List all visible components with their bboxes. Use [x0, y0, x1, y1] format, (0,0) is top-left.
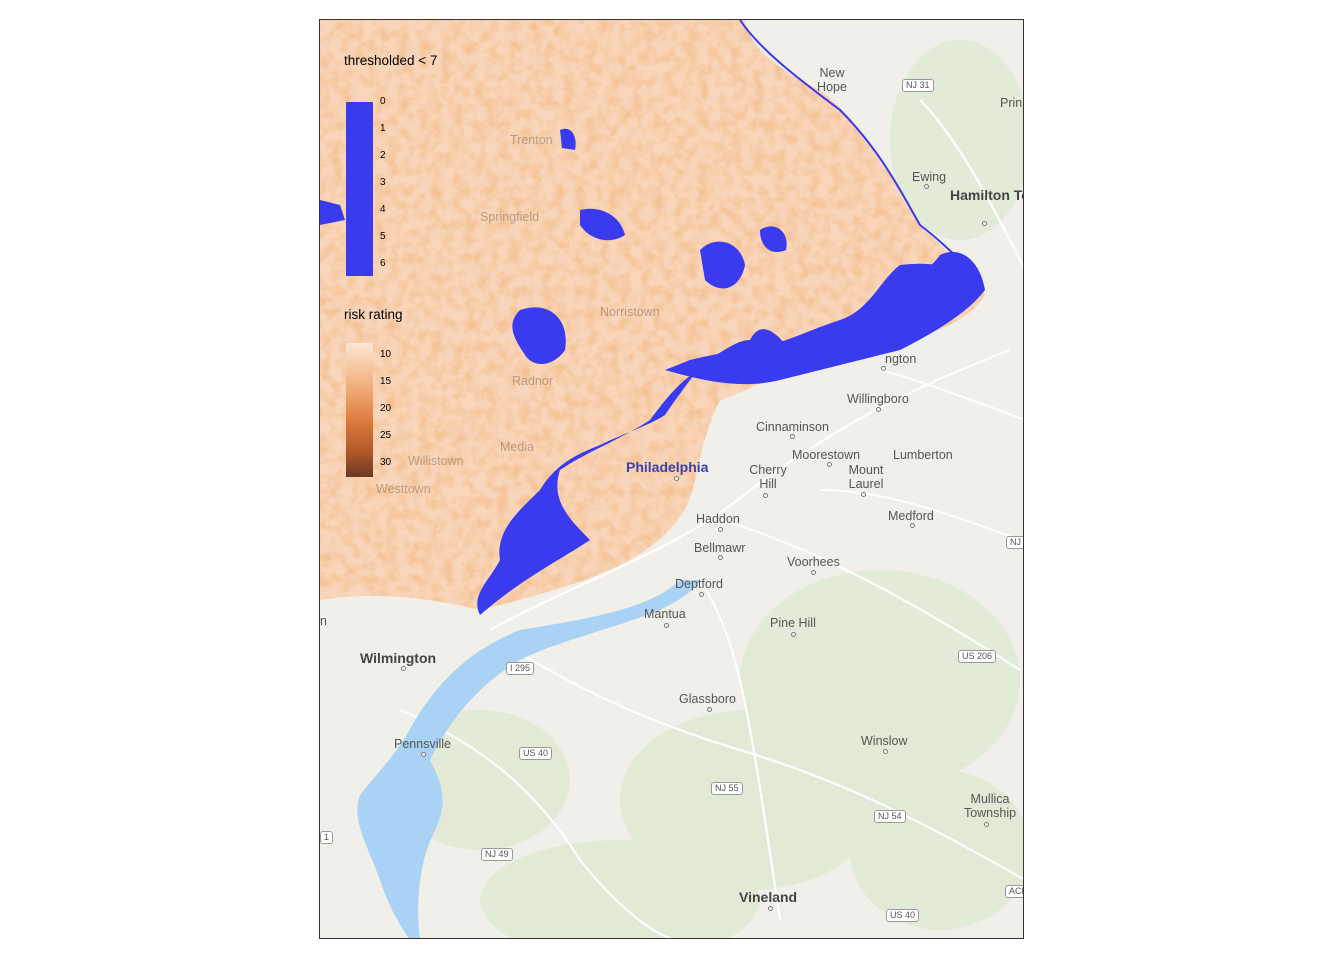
road-shield-ace: ACE — [1005, 885, 1023, 898]
delaware-river-boundary — [739, 20, 981, 281]
risk-legend-colorbar — [346, 343, 373, 477]
place-dot — [811, 570, 816, 575]
road-shield-nj54: NJ 54 — [874, 810, 906, 823]
place-hamilton-township: Hamilton Township — [950, 187, 1023, 203]
place-dot — [401, 666, 406, 671]
risk-legend-tick: 15 — [380, 376, 392, 387]
place-norristown-faint: Norristown — [600, 305, 660, 319]
place-cherry-hill: Cherry Hill — [749, 463, 787, 491]
threshold-legend-colorbar — [346, 102, 373, 276]
road-shield-i295: I 295 — [506, 662, 535, 675]
threshold-legend-tick: 1 — [380, 123, 386, 134]
place-dot — [421, 752, 426, 757]
place-wilmington: Wilmington — [360, 650, 437, 666]
place-dot — [827, 462, 832, 467]
place-haddon: Haddon — [696, 512, 740, 526]
place-pennsville: Pennsville — [394, 737, 451, 751]
road-shield-us40: US 40 — [519, 747, 553, 760]
place-dot — [664, 623, 669, 628]
place-ewing: Ewing — [912, 170, 947, 184]
place-dot — [763, 493, 768, 498]
place-willistown-faint: Willistown — [408, 454, 464, 468]
map-panel[interactable]: Hamilton Township Ewing Prin New Hope ng… — [319, 19, 1024, 939]
threshold-areas — [320, 128, 985, 615]
risk-legend-tick: 10 — [380, 349, 392, 360]
place-moorestown: Moorestown — [792, 448, 861, 462]
place-dot — [718, 555, 723, 560]
threshold-legend-tick: 5 — [380, 231, 386, 242]
threshold-legend-tick: 2 — [380, 150, 386, 161]
place-philadelphia: Philadelphia — [626, 459, 709, 475]
place-westtown-faint: Westtown — [376, 482, 431, 496]
place-winslow: Winslow — [861, 734, 908, 748]
place-cinnaminson: Cinnaminson — [756, 420, 829, 434]
risk-legend-title: risk rating — [344, 307, 403, 322]
place-dot — [699, 592, 704, 597]
place-dot — [707, 707, 712, 712]
place-burlington: ngton — [885, 352, 917, 366]
place-trenton-faint: Trenton — [510, 133, 553, 147]
place-mullica-township: Mullica Township — [963, 792, 1017, 820]
delaware-river — [357, 580, 700, 938]
basemap — [320, 20, 1023, 938]
place-dot — [982, 221, 987, 226]
place-dot — [876, 407, 881, 412]
place-mantua: Mantua — [644, 607, 686, 621]
risk-legend-tick: 25 — [380, 430, 392, 441]
place-dot — [881, 366, 886, 371]
place-dot — [768, 906, 773, 911]
threshold-legend-tick: 4 — [380, 204, 386, 215]
risk-legend-tick: 20 — [380, 403, 392, 414]
place-dot — [718, 527, 723, 532]
place-dot — [883, 749, 888, 754]
place-mount-laurel: Mount Laurel — [848, 463, 884, 491]
road-shield-nj55: NJ 55 — [711, 782, 743, 795]
place-pine-hill: Pine Hill — [770, 616, 816, 630]
place-media-faint: Media — [500, 440, 535, 454]
place-dot — [861, 492, 866, 497]
place-lumberton: Lumberton — [893, 448, 953, 462]
place-partial-n: n — [320, 614, 327, 628]
threshold-legend-tick: 6 — [380, 258, 386, 269]
place-glassboro: Glassboro — [679, 692, 736, 706]
place-new-hope: New Hope — [817, 66, 847, 94]
road-shield-us40-south: US 40 — [886, 909, 920, 922]
place-deptford: Deptford — [675, 577, 723, 591]
place-voorhees: Voorhees — [787, 555, 840, 569]
threshold-legend-tick: 0 — [380, 96, 386, 107]
place-bellmawr: Bellmawr — [694, 541, 746, 555]
road-network — [399, 99, 1023, 938]
place-vineland: Vineland — [739, 889, 798, 905]
threshold-legend-title: thresholded < 7 — [344, 53, 438, 68]
place-prin: Prin — [1000, 96, 1023, 110]
road-shield-nj31: NJ 31 — [902, 79, 934, 92]
place-dot — [790, 434, 795, 439]
road-shield-us206: US 206 — [958, 650, 997, 663]
place-dot — [924, 184, 929, 189]
risk-legend-tick: 30 — [380, 457, 392, 468]
place-dot — [910, 523, 915, 528]
place-dot — [791, 632, 796, 637]
place-medford: Medford — [888, 509, 934, 523]
road-shield-nj-edge: NJ — [1006, 536, 1023, 549]
road-shield-nj49: NJ 49 — [481, 848, 513, 861]
place-willingboro: Willingboro — [847, 392, 909, 406]
place-springfield-faint: Springfield — [480, 210, 540, 224]
threshold-legend-tick: 3 — [380, 177, 386, 188]
road-shield-partial: 1 — [320, 831, 334, 844]
place-radnor-faint: Radnor — [512, 374, 553, 388]
place-dot — [674, 476, 679, 481]
place-dot — [984, 822, 989, 827]
